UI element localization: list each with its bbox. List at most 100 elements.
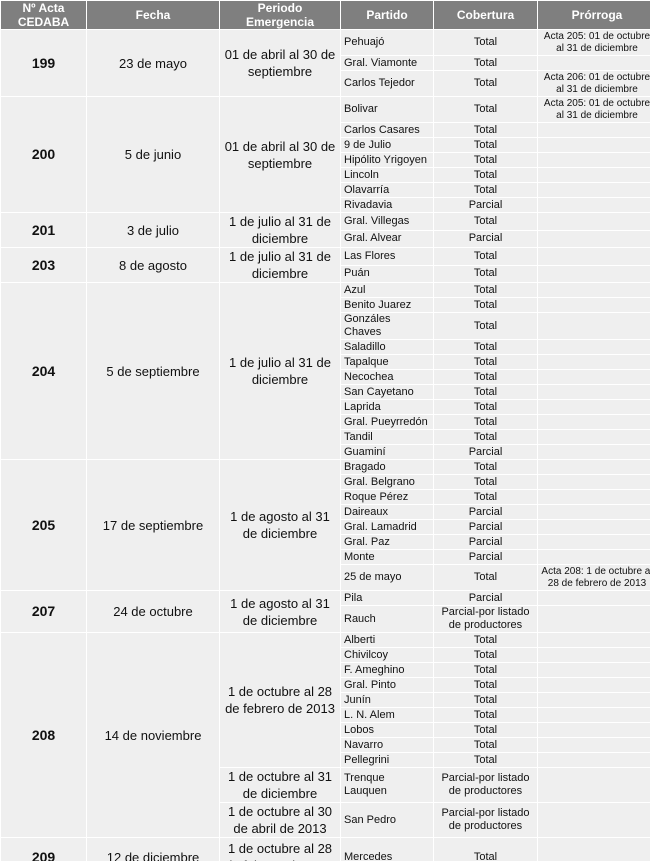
extension-empty (538, 198, 650, 212)
acta-number: 201 (1, 213, 86, 247)
extension-empty (538, 663, 650, 677)
district: 9 de Julio (341, 138, 433, 152)
table-row: Monte Parcial (1, 550, 650, 564)
district: Carlos Casares (341, 123, 433, 137)
table-row: San Cayetano Total (1, 385, 650, 399)
extension: Acta 205: 01 de octubre al 31 de diciemb… (538, 97, 650, 122)
district: Guaminí (341, 445, 433, 459)
district: San Cayetano (341, 385, 433, 399)
acta-number: 205 (1, 460, 86, 590)
acta-number: 204 (1, 283, 86, 459)
district: Rauch (341, 606, 433, 632)
acta-number: 199 (1, 30, 86, 96)
table-row: Junín Total (1, 693, 650, 707)
district: Gral. Alvear (341, 230, 433, 247)
district: Roque Pérez (341, 490, 433, 504)
coverage: Total (434, 723, 537, 737)
table-row: Gral. Pueyrredón Total (1, 415, 650, 429)
extension-empty (538, 535, 650, 549)
coverage: Total (434, 753, 537, 767)
table-row: Hipólito Yrigoyen Total (1, 153, 650, 167)
date: 3 de julio (87, 213, 219, 247)
coverage: Total (434, 340, 537, 354)
table-row: Puán Total (1, 265, 650, 282)
district: Laprida (341, 400, 433, 414)
district: Gral. Viamonte (341, 56, 433, 70)
table-row: Gral. Viamonte Total (1, 56, 650, 70)
coverage: Total (434, 633, 537, 647)
table-row: 203 8 de agosto 1 de julio al 31 de diciem… (1, 248, 650, 282)
extension-empty (538, 248, 650, 265)
coverage: Parcial (434, 591, 537, 605)
extension-empty (538, 283, 650, 297)
extension-empty (538, 370, 650, 384)
table-row: 1 de octubre al 31 de diciembre Trenque L… (1, 768, 650, 802)
district: Pellegrini (341, 753, 433, 767)
column-header: Nº Acta CEDABA (1, 1, 86, 29)
extension-empty (538, 768, 650, 802)
district: Hipólito Yrigoyen (341, 153, 433, 167)
district: Gral. Belgrano (341, 475, 433, 489)
district: Pila (341, 591, 433, 605)
extension-empty (538, 606, 650, 632)
district: Bragado (341, 460, 433, 474)
column-header: Periodo Emergencia (220, 1, 340, 29)
table-row: Necochea Total (1, 370, 650, 384)
extension-empty (538, 298, 650, 312)
coverage: Total (434, 313, 537, 339)
coverage: Parcial-por listado de productores (434, 606, 537, 632)
extension-empty (538, 591, 650, 605)
coverage: Total (434, 97, 537, 122)
table-row: 9 de Julio Total (1, 138, 650, 152)
table-row: Chivilcoy Total (1, 648, 650, 662)
coverage: Total (434, 298, 537, 312)
date: 12 de diciembre (87, 838, 219, 861)
extension-empty (538, 430, 650, 444)
district: Pehuajó (341, 30, 433, 55)
coverage: Total (434, 168, 537, 182)
coverage: Total (434, 283, 537, 297)
district: Chivilcoy (341, 648, 433, 662)
coverage: Total (434, 565, 537, 590)
coverage: Total (434, 213, 537, 230)
extension-empty (538, 138, 650, 152)
table-row: Roque Pérez Total (1, 490, 650, 504)
coverage: Total (434, 460, 537, 474)
coverage: Total (434, 71, 537, 96)
coverage: Total (434, 708, 537, 722)
coverage: Total (434, 738, 537, 752)
table-row: Guaminí Parcial (1, 445, 650, 459)
district: Bolivar (341, 97, 433, 122)
table-row: 208 14 de noviembre 1 de octubre al 28 de … (1, 633, 650, 837)
table-row: Gonzáles Chaves Total (1, 313, 650, 339)
table-row: 199 23 de mayo 01 de abril al 30 de septie… (1, 30, 650, 96)
extension-empty (538, 475, 650, 489)
emergency-period: 01 de abril al 30 de septiembre (220, 30, 340, 96)
extension-empty (538, 550, 650, 564)
table-row: 207 24 de octubre 1 de agosto al 31 de dic… (1, 591, 650, 632)
extension-empty (538, 505, 650, 519)
district: Las Flores (341, 248, 433, 265)
district: Daireaux (341, 505, 433, 519)
table-row: 1 de octubre al 30 de abril de 2013 San P… (1, 803, 650, 837)
coverage: Total (434, 648, 537, 662)
coverage: Parcial (434, 520, 537, 534)
coverage: Parcial (434, 445, 537, 459)
coverage: Parcial (434, 535, 537, 549)
coverage: Parcial (434, 505, 537, 519)
date: 24 de octubre (87, 591, 219, 632)
table-row: Gral. Lamadrid Parcial (1, 520, 650, 534)
extension: Acta 205: 01 de octubre al 31 de diciemb… (538, 30, 650, 55)
emergency-period: 1 de octubre al 30 de abril de 2013 (220, 803, 340, 837)
table-row: Lincoln Total (1, 168, 650, 182)
acta-number: 200 (1, 97, 86, 212)
extension-empty (538, 693, 650, 707)
coverage: Total (434, 370, 537, 384)
emergency-period: 01 de abril al 30 de septiembre (220, 97, 340, 212)
table-row: Benito Juarez Total (1, 298, 650, 312)
district: Rivadavia (341, 198, 433, 212)
extension-empty (538, 230, 650, 247)
table-row: Saladillo Total (1, 340, 650, 354)
coverage: Total (434, 430, 537, 444)
